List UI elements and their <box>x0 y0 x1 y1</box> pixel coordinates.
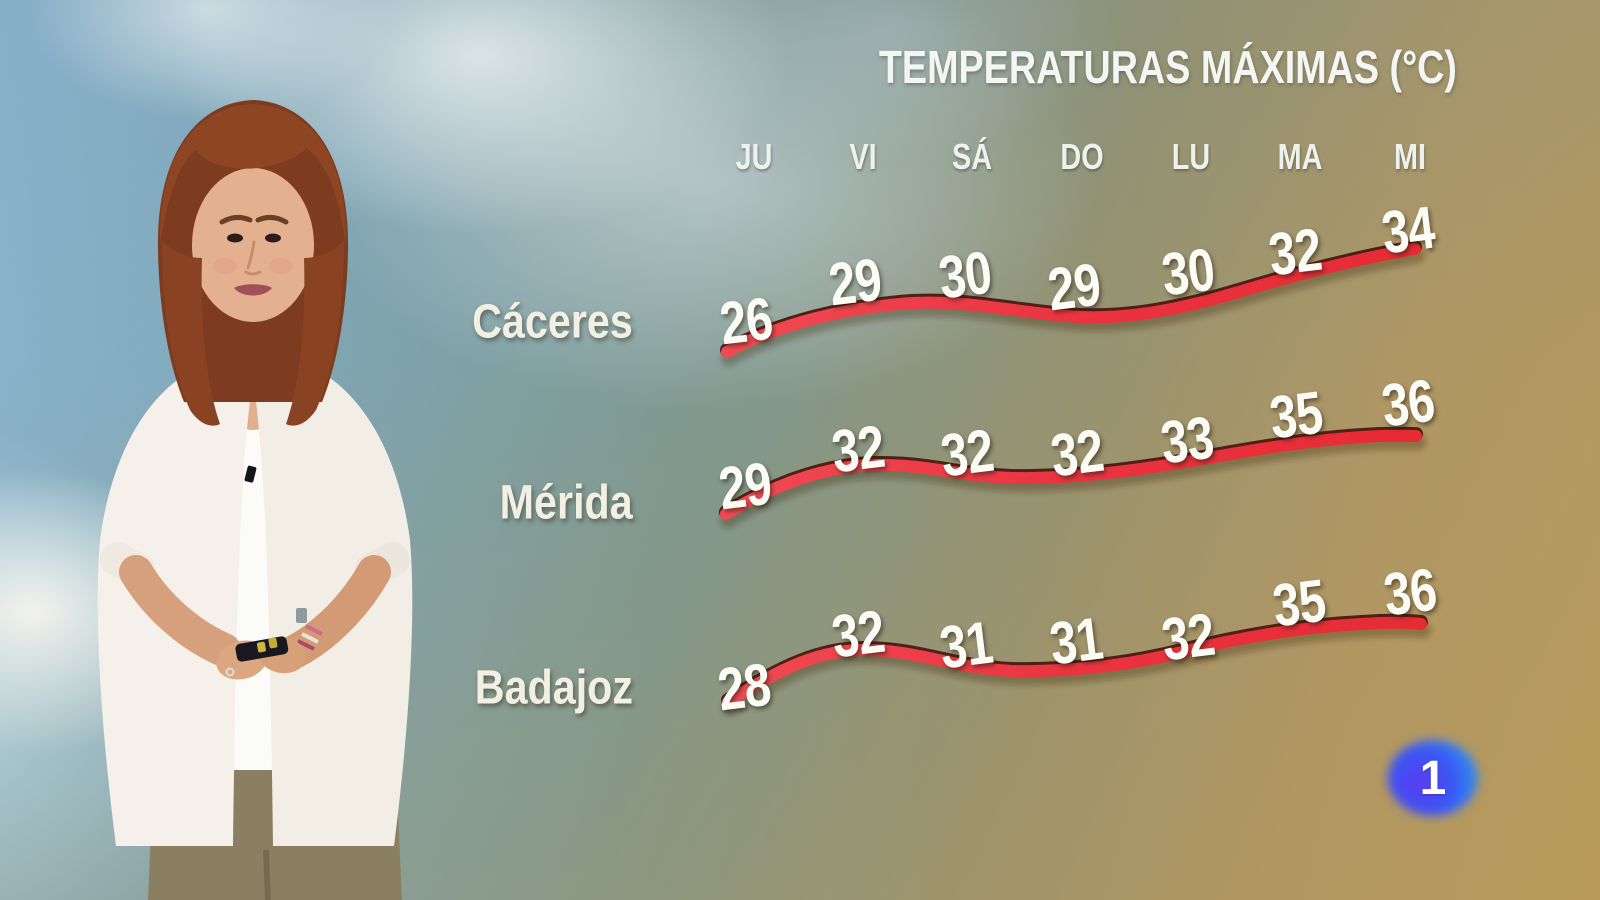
channel-logo-blob <box>1388 740 1478 816</box>
clicker-button-1 <box>256 641 266 653</box>
wristwatch <box>296 608 307 623</box>
value-caceres-lu: 30 <box>1158 235 1218 309</box>
value-badajoz-lu: 32 <box>1158 600 1218 674</box>
value-merida-mi: 36 <box>1378 366 1438 440</box>
clicker-button-2 <box>268 637 278 649</box>
right-forearm <box>119 555 241 667</box>
ring <box>225 667 235 677</box>
hair-fringe <box>159 104 347 245</box>
value-caceres-ma: 32 <box>1265 215 1325 289</box>
value-merida-ju: 29 <box>715 449 775 523</box>
row-label-caceres: Cáceres <box>472 295 633 349</box>
lips <box>234 284 272 296</box>
trend-line-merida <box>719 426 1426 528</box>
value-merida-do: 32 <box>1047 416 1107 490</box>
chart-title: TEMPERATURAS MÁXIMAS (°C) <box>878 41 1457 93</box>
value-badajoz-do: 31 <box>1046 604 1106 678</box>
value-badajoz-mi: 36 <box>1380 555 1440 629</box>
bracelet-pink <box>305 624 323 636</box>
day-header-do: DO <box>1060 136 1104 177</box>
left-eye <box>227 233 243 243</box>
right-eye <box>265 233 281 243</box>
value-caceres-sa: 30 <box>935 238 995 312</box>
nose <box>244 240 262 276</box>
day-header-vi: VI <box>849 136 877 177</box>
value-caceres-vi: 29 <box>825 245 885 319</box>
value-merida-ma: 35 <box>1266 378 1326 452</box>
right-eyebrow <box>255 214 289 225</box>
value-caceres-mi: 34 <box>1378 193 1438 267</box>
trouser-crease <box>263 849 271 900</box>
bracelet-red <box>297 639 315 651</box>
value-badajoz-sa: 31 <box>936 608 996 682</box>
row-label-merida: Mérida <box>499 476 633 530</box>
day-header-ma: MA <box>1277 136 1323 177</box>
value-badajoz-ma: 35 <box>1269 566 1329 640</box>
value-badajoz-vi: 32 <box>828 597 888 671</box>
value-badajoz-ju: 28 <box>714 650 774 724</box>
bracelet-white <box>301 632 319 644</box>
value-merida-vi: 32 <box>828 412 888 486</box>
right-cheek <box>269 258 293 274</box>
left-cheek <box>213 258 237 274</box>
day-header-mi: MI <box>1394 136 1426 177</box>
value-merida-lu: 33 <box>1157 403 1217 477</box>
day-header-ju: JU <box>735 136 773 177</box>
channel-logo: 1 <box>1388 740 1478 816</box>
trend-line-badajoz <box>721 613 1431 716</box>
trend-line-caceres <box>720 240 1425 366</box>
presenter-photo <box>97 100 413 900</box>
value-merida-sa: 32 <box>937 416 997 490</box>
day-header-lu: LU <box>1171 136 1211 177</box>
hair-side-left <box>162 240 220 426</box>
left-eyebrow <box>219 214 253 225</box>
row-label-badajoz: Badajoz <box>474 661 633 715</box>
day-header-sa: SÁ <box>951 136 993 177</box>
channel-logo-digit: 1 <box>1419 751 1447 805</box>
value-caceres-ju: 26 <box>716 284 776 358</box>
lapel-microphone <box>244 465 257 483</box>
hair-side-right <box>286 240 344 426</box>
blazer-right-panel <box>254 352 413 846</box>
value-caceres-do: 29 <box>1044 250 1104 324</box>
